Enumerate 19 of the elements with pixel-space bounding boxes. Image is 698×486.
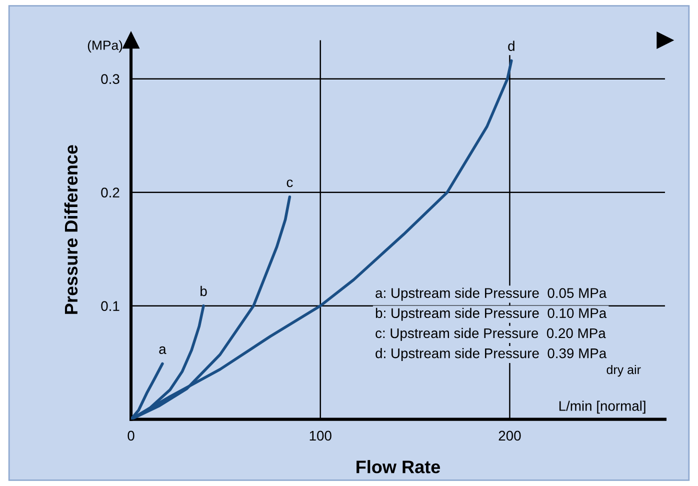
text: (MPa) xyxy=(88,40,122,53)
annotation: L/min [normal] xyxy=(559,400,646,414)
series-label: d xyxy=(508,40,514,51)
y-tick-label: 0.2 xyxy=(101,188,120,198)
annotation: dry air xyxy=(606,364,641,377)
annotation: b: Upstream side Pressure 0.10 MPa xyxy=(376,308,607,321)
annotation: d: Upstream side Pressure 0.39 MPa xyxy=(376,348,607,361)
annotation: a: Upstream side Pressure 0.05 MPa xyxy=(376,288,607,301)
series-label: c xyxy=(286,180,293,188)
y-tick-label: 0.3 xyxy=(101,74,120,84)
series-label: a xyxy=(159,346,166,354)
x-tick-label: 100 xyxy=(310,430,332,441)
x-tick-label: 0 xyxy=(128,430,134,441)
annotation: c: Upstream side Pressure 0.20 MPa xyxy=(376,328,606,341)
series-label: b xyxy=(200,286,207,296)
x-axis-title: Flow Rate xyxy=(356,460,440,474)
y-tick-label: 0.1 xyxy=(101,301,120,311)
x-tick-label: 200 xyxy=(498,430,521,441)
y-axis-title: Pressure Difference xyxy=(64,145,78,314)
